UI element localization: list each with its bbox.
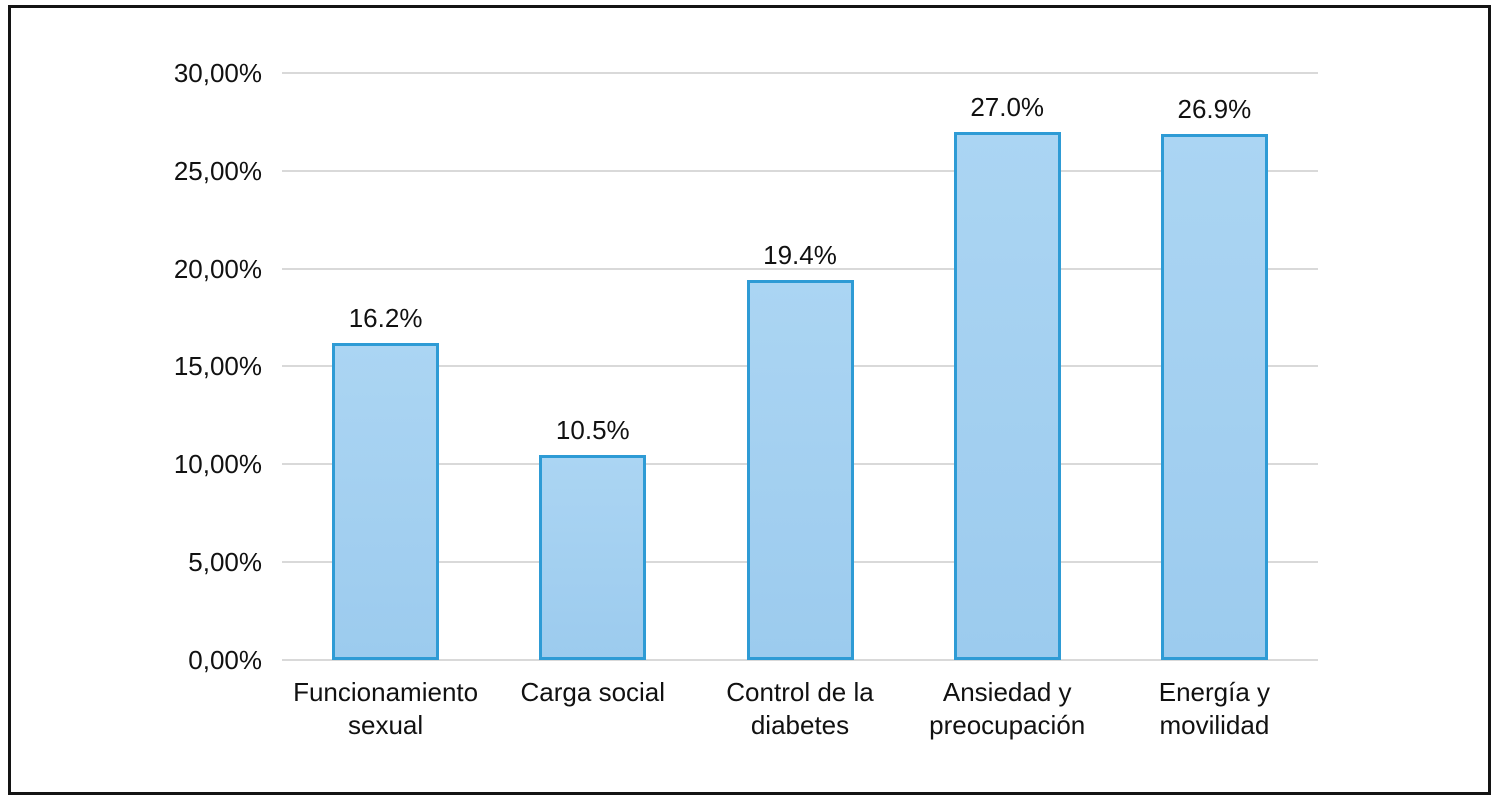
y-axis-tick-label: 15,00% xyxy=(173,351,262,382)
bar xyxy=(539,454,647,660)
gridline xyxy=(282,267,1318,270)
x-axis-category-label: Energía y movilidad xyxy=(1158,677,1271,740)
bar-value-label: 10.5% xyxy=(555,414,630,445)
y-axis-tick-label: 30,00% xyxy=(173,57,262,88)
bar xyxy=(332,343,440,660)
x-axis-line xyxy=(282,659,1318,661)
bar-value-label: 19.4% xyxy=(763,240,837,271)
bar xyxy=(746,280,854,660)
y-axis-tick-label: 10,00% xyxy=(173,449,262,480)
gridline xyxy=(282,169,1318,172)
y-axis-tick-label: 25,00% xyxy=(173,155,262,186)
y-axis-tick-label: 0,00% xyxy=(188,645,262,675)
gridline xyxy=(282,71,1318,74)
x-axis-category-label: Ansiedad y preocupación xyxy=(929,677,1086,740)
y-axis-tick-label: 5,00% xyxy=(188,547,262,578)
bar-value-label: 16.2% xyxy=(348,303,423,334)
bar xyxy=(953,131,1061,660)
x-axis-category-label: Funcionamiento sexual xyxy=(293,677,479,740)
x-axis-category-label: Carga social xyxy=(520,677,666,707)
bar-value-label: 27.0% xyxy=(970,91,1045,122)
bar-value-label: 26.9% xyxy=(1177,93,1252,124)
bar xyxy=(1160,133,1268,660)
chart-frame: 0,00% 5,00% 10,00% 15,00% 20,00% 25,00% 30,00%… xyxy=(8,5,1491,795)
y-axis-tick-label: 20,00% xyxy=(173,253,262,284)
x-axis-category-label: Control de la diabetes xyxy=(726,677,874,740)
